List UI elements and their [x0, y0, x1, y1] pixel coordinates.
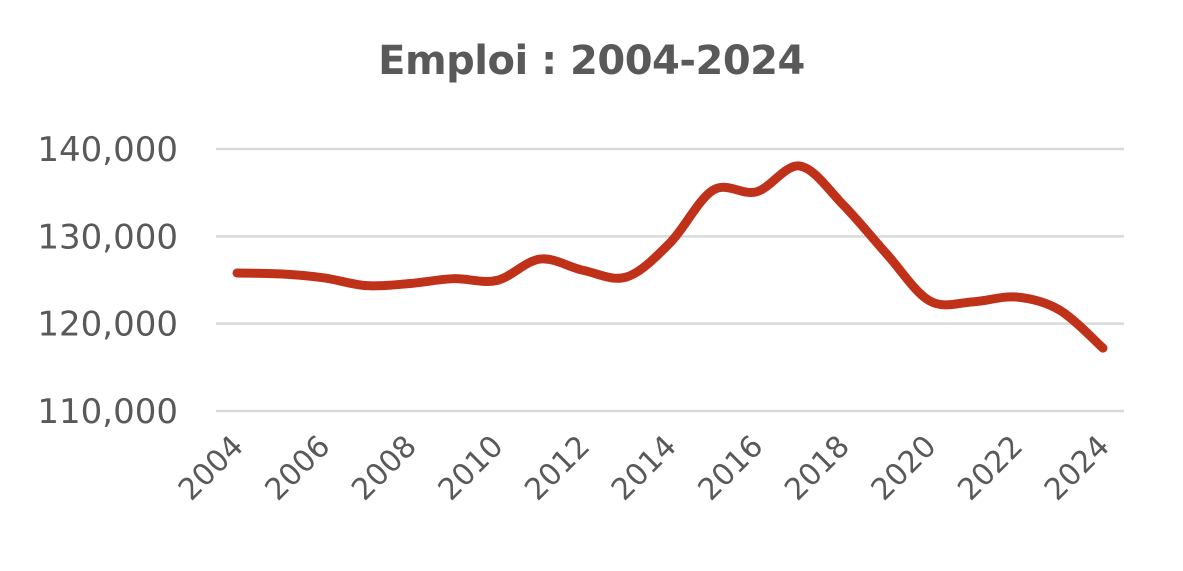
employment-line: [232, 161, 1108, 353]
y-axis-labels: 110,000 120,000 130,000 140,000: [37, 130, 178, 432]
y-tick-label: 130,000: [37, 217, 178, 257]
x-tick-label: 2006: [259, 429, 338, 508]
x-tick-label: 2020: [865, 429, 944, 508]
x-tick-label: 2018: [778, 429, 857, 508]
x-tick-label: 2024: [1038, 429, 1117, 508]
x-axis-labels: 2004 2006 2008 2010 2012 2014 2016 2018 2020 2022…: [172, 429, 1117, 508]
x-tick-label: 2004: [172, 429, 251, 508]
y-tick-label: 120,000: [37, 305, 178, 345]
x-tick-label: 2014: [605, 429, 684, 508]
x-tick-label: 2016: [692, 429, 771, 508]
x-tick-label: 2022: [951, 429, 1030, 508]
x-tick-label: 2012: [518, 429, 597, 508]
y-tick-label: 110,000: [37, 392, 178, 432]
chart-title: Emploi : 2004-2024: [378, 38, 805, 84]
x-tick-label: 2010: [432, 429, 511, 508]
x-tick-label: 2008: [345, 429, 424, 508]
y-tick-label: 140,000: [37, 130, 178, 170]
